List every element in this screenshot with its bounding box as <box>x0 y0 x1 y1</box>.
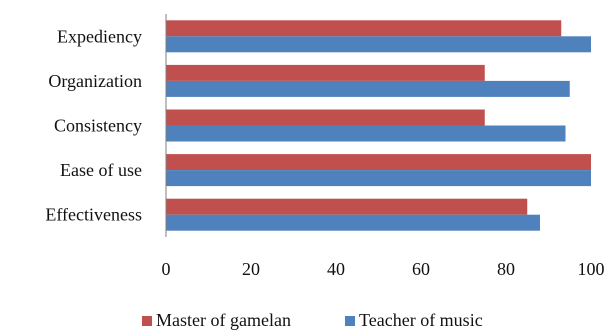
legend-swatch-teacher-of-music <box>345 316 355 326</box>
category-label-expediency: Expediency <box>57 26 142 46</box>
bar-expediency-teacher-of-music <box>166 36 591 53</box>
bar-effectiveness-master-of-gamelan <box>166 198 528 215</box>
legend: Master of gamelan Teacher of music <box>142 310 483 330</box>
category-label-effectiveness: Effectiveness <box>45 205 142 225</box>
x-tick-label-0: 0 <box>162 259 171 279</box>
legend-label-teacher-of-music: Teacher of music <box>359 310 483 330</box>
bar-ease-of-use-master-of-gamelan <box>166 154 591 171</box>
x-tick-label-60: 60 <box>412 259 430 279</box>
bar-consistency-master-of-gamelan <box>166 109 485 126</box>
legend-swatch-master-of-gamelan <box>142 316 152 326</box>
x-tick-label-100: 100 <box>578 259 605 279</box>
category-label-consistency: Consistency <box>54 116 142 136</box>
bar-effectiveness-teacher-of-music <box>166 214 540 231</box>
category-labels: Expediency Organization Consistency Ease of… <box>45 26 142 224</box>
x-tick-label-80: 80 <box>497 259 515 279</box>
bar-organization-master-of-gamelan <box>166 64 485 81</box>
bar-expediency-master-of-gamelan <box>166 20 562 37</box>
bar-consistency-teacher-of-music <box>166 125 566 142</box>
category-label-ease-of-use: Ease of use <box>60 160 142 180</box>
x-tick-label-40: 40 <box>327 259 345 279</box>
legend-label-master-of-gamelan: Master of gamelan <box>156 310 291 330</box>
x-axis-tick-labels: 0 20 40 60 80 100 <box>162 259 605 279</box>
bar-organization-teacher-of-music <box>166 80 570 97</box>
category-label-organization: Organization <box>48 71 142 91</box>
bars-group <box>166 20 591 231</box>
x-tick-label-20: 20 <box>242 259 260 279</box>
bar-ease-of-use-teacher-of-music <box>166 170 591 187</box>
